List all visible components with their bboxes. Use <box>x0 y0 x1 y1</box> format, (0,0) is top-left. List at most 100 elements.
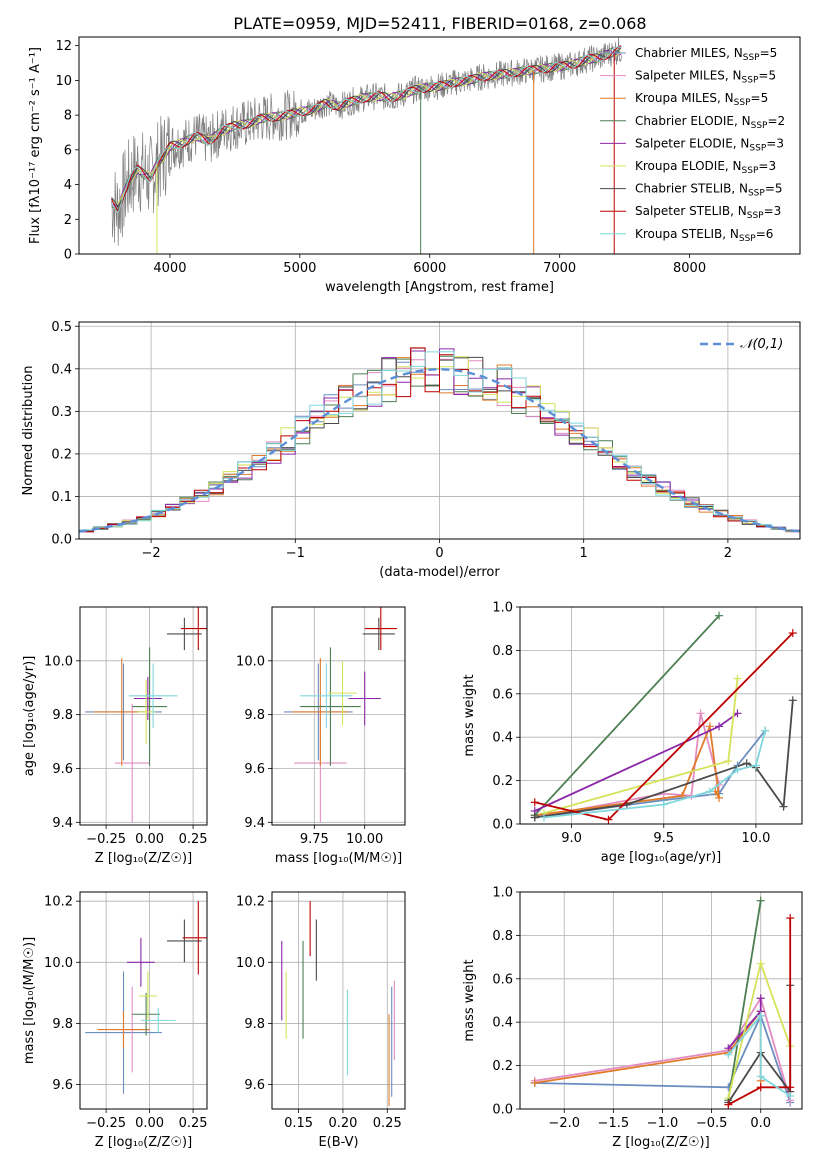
x-tick-label: −2.0 <box>548 1116 580 1131</box>
series-line <box>534 1013 792 1103</box>
mass-vs-ebv-data <box>281 901 395 1106</box>
series-line <box>534 996 792 1101</box>
x-tick-label: 9.5 <box>653 831 674 846</box>
y-tick-label: 9.6 <box>52 762 73 777</box>
histogram-step <box>79 351 800 532</box>
legend-label: Chabrier ELODIE, NSSP=2 <box>635 114 785 131</box>
residuals-axes: −2 −1 0 1 2 0.0 0.1 0.2 0.3 0.4 0.5 (data-model)/er… <box>21 320 801 580</box>
series-line <box>727 1013 791 1097</box>
x-tick-label: 0.15 <box>284 1116 313 1131</box>
legend-label: Salpeter MILES, NSSP=5 <box>635 69 776 86</box>
massweight-vs-age-data <box>530 611 797 824</box>
y-tick-label: 10.0 <box>44 654 73 669</box>
model-spectrum-line <box>111 46 622 214</box>
x-tick-label: 0.25 <box>179 832 208 847</box>
legend-label: Kroupa ELODIE, NSSP=3 <box>635 159 776 176</box>
axes-frame <box>79 606 208 826</box>
y-tick-label: 9.4 <box>244 816 265 831</box>
y-tick-label: 9.8 <box>52 708 73 723</box>
y-axis-label: mass [log₁₀(M/M☉)] <box>22 937 37 1064</box>
y-tick-label: 9.8 <box>52 1017 73 1032</box>
gaussian-curve <box>79 368 800 533</box>
y-tick-label: 0.3 <box>51 405 72 420</box>
x-tick-label: −0.25 <box>86 832 126 847</box>
y-tick-label: 10.0 <box>44 956 73 971</box>
axes-frame <box>271 891 406 1110</box>
y-tick-label: 1.0 <box>492 601 513 616</box>
age-vs-mass-axes: 9.75 10.00 9.4 9.6 9.8 10.0 mass [log₁₀(M/M☉)] <box>236 606 406 866</box>
x-tick-label: −2 <box>142 546 161 561</box>
axes-frame <box>519 891 803 1110</box>
massweight-vs-z-axes: −2.0 −1.5 −1.0 −0.5 0.0 0.0 0.2 0.4 0.6 0.8 1.0 Z [… <box>462 886 803 1150</box>
y-tick-label: 0.5 <box>51 320 72 335</box>
massweight-vs-age-axes: 9.0 9.5 10.0 0.0 0.2 0.4 0.6 0.8 1.0 age [log₁₀(a… <box>462 601 803 865</box>
x-tick-label: 2 <box>724 546 732 561</box>
x-axis-label: wavelength [Angstrom, rest frame] <box>325 280 554 295</box>
series-line <box>534 615 720 816</box>
spectrum-axes: 4000 5000 6000 7000 8000 0 2 4 6 8 10 12 wavelength … <box>28 36 801 295</box>
x-tick-label: −0.5 <box>696 1116 728 1131</box>
x-tick-label: −0.25 <box>86 1116 126 1131</box>
y-tick-label: 9.8 <box>244 1017 265 1032</box>
legend-label: Salpeter STELIB, NSSP=3 <box>635 204 781 221</box>
y-tick-label: 10.0 <box>236 654 265 669</box>
x-tick-label: 0 <box>435 546 443 561</box>
y-tick-label: 0.2 <box>492 1059 513 1074</box>
x-tick-label: −1.0 <box>647 1116 679 1131</box>
y-tick-label: 0.4 <box>51 362 72 377</box>
plot-layer: 4000 5000 6000 7000 8000024681012wavelength … <box>21 36 803 1150</box>
y-tick-label: 2 <box>64 213 72 228</box>
x-tick-label: 0.00 <box>135 832 164 847</box>
x-axis-label: (data-model)/error <box>379 565 500 580</box>
y-axis-label: Flux [fλ10⁻¹⁷ erg cm⁻² s⁻¹ A⁻¹] <box>28 47 43 244</box>
legend-label: Chabrier MILES, NSSP=5 <box>635 46 777 63</box>
y-tick-label: 0 <box>64 248 72 263</box>
x-tick-label: 0.25 <box>373 1116 402 1131</box>
axes-frame <box>79 891 208 1110</box>
y-tick-label: 0.0 <box>51 533 72 548</box>
x-axis-label: mass [log₁₀(M/M☉)] <box>275 851 402 866</box>
y-axis-label: Normed distribution <box>21 366 36 496</box>
y-tick-label: 0.4 <box>492 731 513 746</box>
y-tick-label: 0.6 <box>492 687 513 702</box>
y-tick-label: 10.0 <box>236 956 265 971</box>
massweight-vs-z-data <box>530 896 795 1109</box>
x-tick-label: −1.5 <box>598 1116 630 1131</box>
y-tick-label: 9.6 <box>244 762 265 777</box>
y-tick-label: 0.0 <box>492 1103 513 1118</box>
mass-vs-z-data <box>85 901 207 1094</box>
y-tick-label: 0.2 <box>492 774 513 789</box>
y-tick-label: 9.4 <box>52 816 73 831</box>
y-axis-label: mass weight <box>462 959 477 1041</box>
legend-label: Kroupa MILES, NSSP=5 <box>635 91 768 108</box>
x-axis-label: age [log₁₀(age/yr)] <box>601 850 722 865</box>
y-tick-label: 0.1 <box>51 490 72 505</box>
y-tick-label: 4 <box>64 178 72 193</box>
axes-frame <box>519 606 803 825</box>
series-line <box>534 712 739 812</box>
y-tick-label: 0.4 <box>492 1016 513 1031</box>
x-tick-label: 0.20 <box>328 1116 357 1131</box>
x-tick-label: 10.00 <box>346 832 383 847</box>
age-vs-z-data <box>85 607 207 823</box>
x-tick-label: −1 <box>286 546 305 561</box>
figure-title: PLATE=0959, MJD=52411, FIBERID=0168, z=0… <box>233 14 646 33</box>
y-tick-label: 9.6 <box>52 1078 73 1093</box>
x-axis-label: Z [log₁₀(Z/Z☉)] <box>612 1135 709 1150</box>
series-line <box>543 730 766 819</box>
x-tick-label: 9.0 <box>561 831 582 846</box>
legend-label: Salpeter ELODIE, NSSP=3 <box>635 136 784 153</box>
legend-label: Chabrier STELIB, NSSP=5 <box>635 182 783 199</box>
y-tick-label: 10.2 <box>236 895 265 910</box>
axes-frame <box>78 321 801 540</box>
y-tick-label: 10.2 <box>44 895 73 910</box>
axes-frame <box>78 36 801 255</box>
y-tick-label: 9.8 <box>244 708 265 723</box>
mass-vs-ebv-axes: 0.15 0.20 0.25 9.6 9.8 10.0 10.2 E(B-V) <box>236 891 406 1150</box>
observed-spectrum-line <box>111 37 623 246</box>
y-axis-label: age [log₁₀(age/yr)] <box>22 656 37 777</box>
histogram-data <box>79 347 800 533</box>
x-axis-label: Z [log₁₀(Z/Z☉)] <box>95 851 192 866</box>
legend-label: 𝒩(0,1) <box>740 337 783 352</box>
x-tick-label: 4000 <box>153 261 186 276</box>
